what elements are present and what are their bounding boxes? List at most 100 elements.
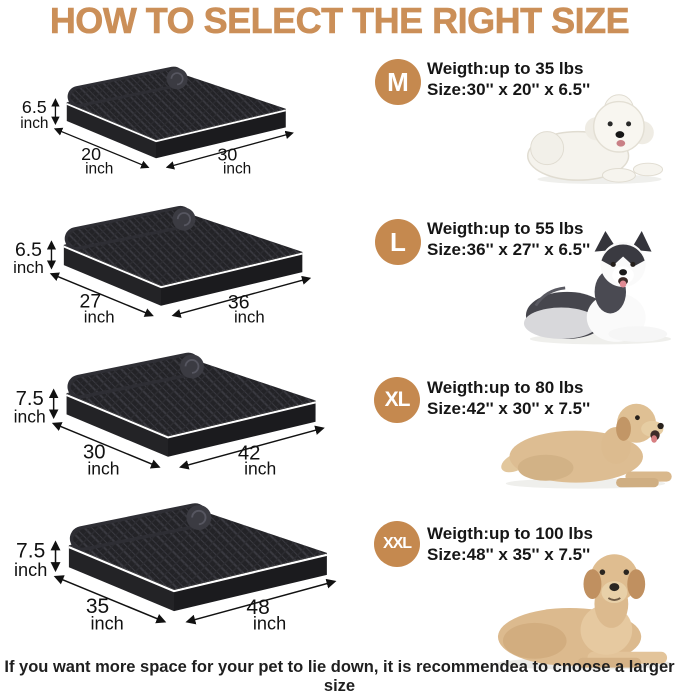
- white-fluffy-dog-icon: [526, 94, 664, 185]
- bed-depth-unit: inch: [90, 613, 123, 631]
- dog-nose: [615, 131, 625, 139]
- golden-retriever-dog-icon: [501, 403, 672, 489]
- dog-photo-husky: [522, 222, 679, 347]
- dog-nose: [657, 422, 664, 430]
- spec-text-l: Weigth:up to 55 lbs Size:36'' x 27'' x 6…: [427, 218, 590, 260]
- dog-haunch: [502, 622, 567, 659]
- dog-eye: [610, 261, 616, 267]
- size-text: Size:48'' x 35'' x 7.5'': [427, 545, 591, 564]
- bed-height-value: 6.5: [15, 239, 42, 261]
- husky-dog-icon: [523, 231, 672, 345]
- spec-text-xxl: Weigth:up to 100 lbs Size:48'' x 35'' x …: [427, 523, 593, 565]
- bed-depth-value: 27: [80, 290, 102, 312]
- bed-illustration-m: 6.5 inch 20 inch 30 inch: [10, 52, 302, 175]
- dog-fur-streak: [534, 286, 566, 307]
- dog-paw: [632, 162, 664, 177]
- bolster-roll-spiral: [184, 359, 200, 374]
- dog-head: [592, 100, 645, 153]
- depth-arrow: [51, 422, 161, 469]
- bed-height-unit: inch: [14, 560, 47, 580]
- dog-ear: [627, 569, 646, 600]
- width-arrow: [171, 275, 312, 318]
- bed-depth-value: 20: [81, 144, 101, 164]
- size-badge-m: M: [375, 59, 421, 105]
- bed-depth-unit: inch: [84, 307, 115, 324]
- width-arrow: [185, 578, 337, 625]
- depth-arrow: [53, 127, 150, 169]
- yellow-labrador-dog-icon: [496, 554, 673, 670]
- dog-face-mask: [601, 244, 645, 267]
- dog-nose: [619, 269, 627, 276]
- dog-eye: [630, 261, 636, 267]
- dog-eye: [635, 415, 640, 421]
- dog-tongue: [619, 280, 627, 288]
- bed-illustration-xxl: 7.5 inch 35 inch 48 inch: [2, 486, 346, 631]
- size-badge-xl: XL: [374, 377, 420, 423]
- weight-text: Weigth:up to 55 lbs: [427, 219, 584, 238]
- dog-eye: [626, 121, 632, 127]
- dog-bed-drawing: 6.5 inch 20 inch 30 inch: [20, 66, 294, 176]
- bed-depth-value: 35: [86, 595, 109, 618]
- depth-arrow: [53, 575, 167, 624]
- bed-piping: [68, 546, 328, 593]
- dog-bed-drawing: 7.5 inch 30 inch 42 inch: [14, 352, 325, 476]
- weight-text: Weigth:up to 35 lbs: [427, 59, 584, 78]
- bed-bolster-texture: [67, 208, 189, 247]
- dog-front-leg: [616, 477, 659, 488]
- dog-bed-drawing: 7.5 inch 35 inch 48 inch: [14, 503, 337, 631]
- dog-body-light: [523, 307, 599, 339]
- bolster-roll-spiral: [170, 72, 184, 86]
- bed-width-value: 42: [238, 443, 261, 465]
- bed-width-unit: inch: [223, 161, 251, 176]
- bed-height-unit: inch: [14, 407, 46, 427]
- bed-depth-unit: inch: [85, 161, 113, 176]
- dog-paw: [601, 168, 636, 183]
- bed-illustration-l: 6.5 inch 27 inch 36 inch: [2, 190, 320, 324]
- bed-depth-value: 30: [83, 442, 106, 464]
- bolster-roll-end: [172, 207, 196, 231]
- dog-ear: [583, 569, 602, 600]
- bed-piping: [66, 103, 286, 143]
- page-title: HOW TO SELECT THE RIGHT SIZE: [49, 0, 630, 41]
- bed-height-unit: inch: [20, 115, 48, 132]
- dog-rear-fluff: [530, 131, 565, 166]
- size-badge-xxl: XXL: [374, 521, 420, 567]
- bed-width-value: 48: [246, 596, 269, 619]
- dog-photo-white-fluffy: [520, 88, 679, 185]
- dog-photo-yellow-labrador: [490, 542, 679, 672]
- bed-width-unit: inch: [253, 613, 286, 631]
- dog-photo-golden-retriever: [492, 388, 679, 490]
- dog-tongue: [651, 435, 658, 443]
- bed-piping: [63, 245, 303, 289]
- weight-text: Weigth:up to 80 lbs: [427, 378, 584, 397]
- size-text: Size:30'' x 20'' x 6.5'': [427, 80, 591, 99]
- bolster-roll-end: [166, 68, 188, 90]
- width-arrow: [179, 425, 325, 470]
- bed-height-value: 7.5: [16, 388, 44, 410]
- bed-depth-unit: inch: [87, 458, 119, 476]
- dog-mouth: [607, 597, 621, 601]
- dog-front-leg: [577, 657, 642, 668]
- bolster-roll-end: [179, 354, 204, 379]
- bed-bolster-texture: [73, 506, 205, 548]
- weight-text: Weigth:up to 100 lbs: [427, 524, 593, 543]
- bed-illustration-xl: 7.5 inch 30 inch 42 inch: [2, 336, 334, 476]
- bed-height-value: 6.5: [22, 97, 47, 117]
- dog-eye: [623, 569, 630, 575]
- bed-width-unit: inch: [234, 307, 265, 324]
- dog-bed-drawing: 6.5 inch 27 inch 36 inch: [13, 205, 312, 324]
- dog-haunch: [517, 454, 574, 481]
- dog-eye: [599, 569, 606, 575]
- bolster-roll-end: [186, 505, 212, 530]
- spec-text-xl: Weigth:up to 80 lbs Size:42'' x 30'' x 7…: [427, 377, 590, 419]
- footer-note: If you want more space for your pet to l…: [4, 658, 675, 695]
- dog-nose: [609, 583, 620, 592]
- dog-mouth: [616, 139, 626, 147]
- dog-eye: [607, 121, 613, 127]
- dog-muzzle: [601, 581, 628, 604]
- dog-front-legs: [608, 326, 668, 342]
- size-badge-l: L: [375, 219, 421, 265]
- width-arrow: [165, 130, 294, 170]
- bed-height-value: 7.5: [16, 540, 45, 563]
- bed-piping: [66, 394, 316, 439]
